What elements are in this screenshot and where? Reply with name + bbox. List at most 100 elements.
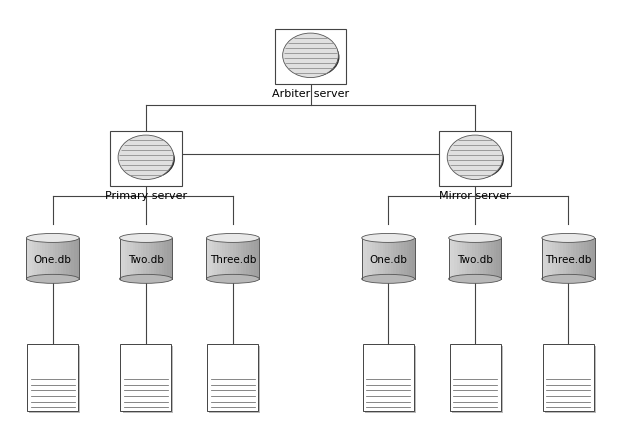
- Text: Two.log: Two.log: [130, 358, 162, 366]
- Text: Two.db: Two.db: [128, 255, 164, 265]
- Bar: [256, 238, 260, 279]
- Ellipse shape: [124, 140, 175, 179]
- Bar: [48, 238, 50, 279]
- Bar: [135, 238, 138, 279]
- Bar: [571, 238, 573, 279]
- Bar: [243, 238, 246, 279]
- Bar: [111, 131, 181, 186]
- Bar: [378, 238, 380, 279]
- Bar: [467, 238, 470, 279]
- Bar: [165, 238, 167, 279]
- Bar: [119, 238, 122, 279]
- Bar: [401, 238, 404, 279]
- Bar: [140, 238, 143, 279]
- Bar: [274, 30, 347, 83]
- Text: Mirror server: Mirror server: [439, 191, 511, 201]
- Bar: [491, 238, 494, 279]
- Bar: [440, 131, 510, 186]
- Bar: [465, 238, 467, 279]
- Bar: [584, 238, 587, 279]
- Ellipse shape: [206, 233, 260, 243]
- Text: Transaction: Transaction: [208, 346, 258, 355]
- Text: Transaction: Transaction: [450, 346, 500, 355]
- Bar: [494, 238, 496, 279]
- Ellipse shape: [447, 135, 503, 180]
- Bar: [228, 238, 230, 279]
- Bar: [550, 238, 553, 279]
- Bar: [207, 344, 258, 411]
- Ellipse shape: [453, 140, 504, 179]
- Bar: [120, 344, 171, 411]
- Bar: [460, 238, 462, 279]
- Bar: [238, 238, 241, 279]
- Bar: [122, 238, 125, 279]
- Text: log: log: [561, 352, 575, 361]
- Bar: [122, 346, 173, 413]
- Bar: [248, 238, 252, 279]
- Bar: [496, 238, 499, 279]
- Bar: [161, 238, 165, 279]
- Ellipse shape: [448, 233, 502, 243]
- Bar: [369, 238, 373, 279]
- Text: log: log: [226, 352, 240, 361]
- Bar: [233, 238, 235, 279]
- Text: One.db: One.db: [34, 255, 71, 265]
- Bar: [206, 238, 209, 279]
- Text: log: log: [139, 352, 153, 361]
- Ellipse shape: [206, 274, 260, 283]
- Bar: [50, 238, 53, 279]
- Bar: [412, 238, 415, 279]
- Bar: [576, 238, 579, 279]
- Bar: [563, 238, 566, 279]
- Text: Three.log: Three.log: [212, 358, 253, 366]
- Bar: [488, 238, 491, 279]
- Bar: [154, 238, 156, 279]
- Bar: [448, 238, 502, 279]
- Text: Two.db: Two.db: [457, 255, 493, 265]
- Bar: [451, 346, 502, 413]
- Bar: [66, 238, 69, 279]
- Bar: [222, 238, 225, 279]
- Ellipse shape: [118, 135, 174, 180]
- Bar: [581, 238, 584, 279]
- Bar: [138, 238, 140, 279]
- Text: Primary server: Primary server: [105, 191, 187, 201]
- Bar: [592, 238, 594, 279]
- Bar: [542, 238, 594, 279]
- Bar: [545, 238, 547, 279]
- Text: Transaction: Transaction: [363, 346, 413, 355]
- Bar: [481, 238, 483, 279]
- Ellipse shape: [26, 233, 79, 243]
- Bar: [27, 344, 78, 411]
- Bar: [399, 238, 401, 279]
- Bar: [589, 238, 592, 279]
- Bar: [26, 238, 29, 279]
- Text: Transaction: Transaction: [28, 346, 78, 355]
- Ellipse shape: [26, 274, 79, 283]
- Bar: [579, 238, 581, 279]
- Bar: [394, 238, 396, 279]
- Bar: [156, 238, 159, 279]
- Ellipse shape: [542, 233, 595, 243]
- Text: log: log: [46, 352, 60, 361]
- Bar: [545, 346, 596, 413]
- Bar: [217, 238, 220, 279]
- Bar: [133, 238, 135, 279]
- Bar: [409, 238, 412, 279]
- Bar: [568, 238, 571, 279]
- Bar: [543, 344, 594, 411]
- Bar: [63, 238, 66, 279]
- Bar: [119, 238, 172, 279]
- Ellipse shape: [542, 274, 595, 283]
- Bar: [209, 238, 212, 279]
- Text: log: log: [381, 352, 395, 361]
- Bar: [34, 238, 37, 279]
- Bar: [365, 346, 415, 413]
- Bar: [388, 238, 391, 279]
- Bar: [542, 238, 545, 279]
- Bar: [214, 238, 217, 279]
- Bar: [404, 238, 407, 279]
- Bar: [499, 238, 502, 279]
- Bar: [148, 238, 152, 279]
- Text: Transaction: Transaction: [121, 346, 171, 355]
